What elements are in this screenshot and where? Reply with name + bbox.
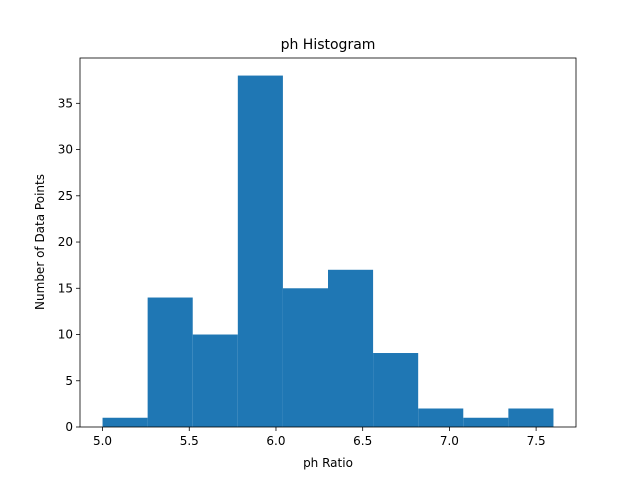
- x-tick-label: 5.5: [180, 434, 199, 448]
- histogram-bar: [418, 408, 464, 427]
- histogram-bar: [147, 297, 193, 427]
- y-axis-label: Number of Data Points: [33, 174, 47, 310]
- x-tick-label: 7.5: [527, 434, 546, 448]
- y-tick-label: 30: [58, 143, 73, 157]
- y-tick-label: 5: [65, 374, 73, 388]
- histogram-bar: [102, 417, 148, 427]
- x-tick-label: 7.0: [440, 434, 459, 448]
- bars-group: [102, 75, 554, 428]
- x-tick-label: 6.5: [353, 434, 372, 448]
- y-tick-label: 20: [58, 235, 73, 249]
- histogram-bar: [508, 408, 554, 427]
- y-tick-label: 35: [58, 96, 73, 110]
- y-axis-ticks: 0 5 10 15 20 25 30 35: [58, 96, 80, 434]
- histogram-bar: [282, 288, 328, 427]
- x-axis-ticks: 5.0 5.5 6.0 6.5 7.0 7.5: [93, 427, 546, 448]
- x-axis-label: ph Ratio: [303, 456, 353, 470]
- y-tick-label: 0: [65, 420, 73, 434]
- x-tick-label: 5.0: [93, 434, 112, 448]
- histogram-bar: [192, 334, 238, 427]
- chart-title: ph Histogram: [281, 37, 376, 53]
- y-tick-label: 10: [58, 328, 73, 342]
- x-tick-label: 6.0: [266, 434, 285, 448]
- histogram-bar: [463, 417, 509, 427]
- histogram-bar: [373, 353, 419, 427]
- histogram-bar: [328, 269, 374, 427]
- plot-frame: [79, 57, 577, 428]
- y-tick-label: 25: [58, 189, 73, 203]
- y-tick-label: 15: [58, 281, 73, 295]
- histogram-bar: [237, 75, 283, 428]
